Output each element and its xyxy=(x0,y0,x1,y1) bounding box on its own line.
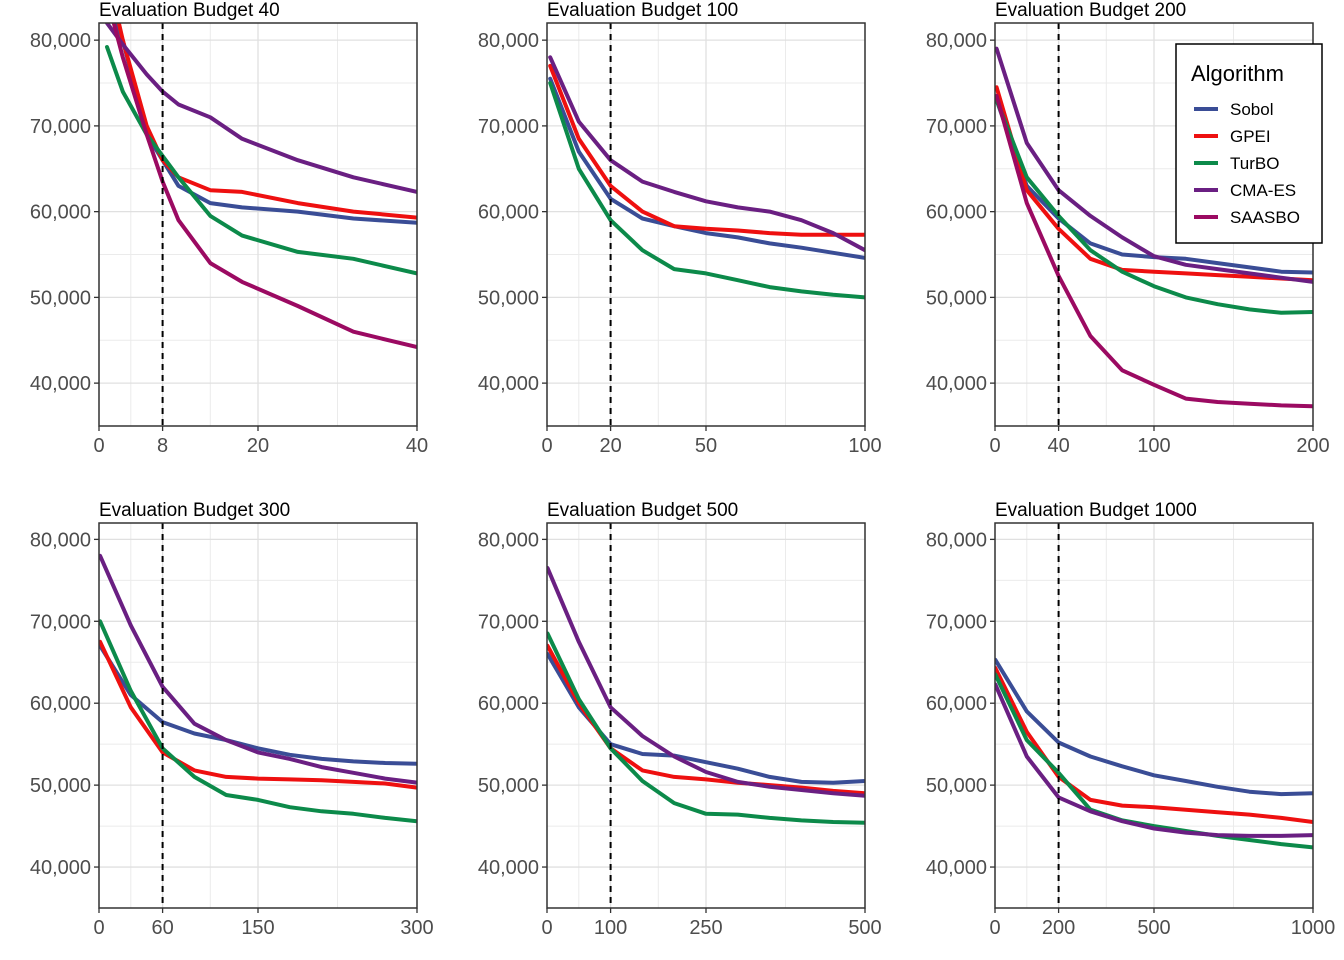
x-tick-label: 250 xyxy=(689,917,722,939)
legend-label: GPEI xyxy=(1230,127,1271,146)
y-tick-label: 50,000 xyxy=(926,287,987,309)
series-line-turbo xyxy=(548,81,865,300)
panel-title: Evaluation Budget 40 xyxy=(99,0,280,21)
x-tick-label: 40 xyxy=(1047,435,1069,457)
y-tick-label: 60,000 xyxy=(30,693,91,715)
y-tick-label: 40,000 xyxy=(478,373,539,395)
y-tick-label: 70,000 xyxy=(926,611,987,633)
x-tick-label: 100 xyxy=(848,435,881,457)
y-tick-label: 80,000 xyxy=(926,529,987,551)
series-line-gpei xyxy=(995,85,1313,283)
y-tick-label: 50,000 xyxy=(30,775,91,797)
y-tick-label: 50,000 xyxy=(30,287,91,309)
panel-3: 40,000 50,000 60,000 70,000 80,000 0 40 100 200 E… xyxy=(926,0,1330,457)
y-tick-label: 80,000 xyxy=(478,529,539,551)
series-line-gpei xyxy=(548,63,865,237)
y-tick-label: 60,000 xyxy=(926,693,987,715)
x-tick-label: 8 xyxy=(157,435,168,457)
y-tick-label: 50,000 xyxy=(478,287,539,309)
x-tick-label: 100 xyxy=(594,917,627,939)
x-tick-label: 50 xyxy=(695,435,717,457)
series-line-turbo xyxy=(995,98,1313,315)
x-tick-label: 300 xyxy=(400,917,433,939)
series-line-cma-es xyxy=(548,55,865,253)
legend-label: TurBO xyxy=(1230,154,1279,173)
series-line-cma-es xyxy=(995,682,1313,838)
y-tick-label: 60,000 xyxy=(478,693,539,715)
panel-title: Evaluation Budget 100 xyxy=(547,0,738,21)
series-line-sobol xyxy=(995,657,1313,797)
y-tick-label: 60,000 xyxy=(478,202,539,224)
y-tick-label: 40,000 xyxy=(30,373,91,395)
x-tick-label: 150 xyxy=(241,917,274,939)
series-line-turbo xyxy=(995,672,1313,850)
panel-4: 40,000 50,000 60,000 70,000 80,000 0 60 150 300 E… xyxy=(30,500,434,939)
series-line-sobol xyxy=(99,643,417,766)
legend-label: SAASBO xyxy=(1230,208,1300,227)
x-tick-label: 200 xyxy=(1296,435,1329,457)
legend-label: CMA-ES xyxy=(1230,181,1296,200)
legend-title: Algorithm xyxy=(1191,61,1284,86)
y-tick-label: 50,000 xyxy=(478,775,539,797)
x-tick-label: 20 xyxy=(599,435,621,457)
x-tick-label: 200 xyxy=(1042,917,1075,939)
x-tick-label: 0 xyxy=(541,917,552,939)
series-line-cma-es xyxy=(547,566,865,798)
y-tick-label: 70,000 xyxy=(478,116,539,138)
y-tick-label: 40,000 xyxy=(926,857,987,879)
panel-title: Evaluation Budget 1000 xyxy=(995,500,1197,521)
y-tick-label: 40,000 xyxy=(30,857,91,879)
y-tick-label: 40,000 xyxy=(926,373,987,395)
y-tick-label: 80,000 xyxy=(30,30,91,52)
panel-title: Evaluation Budget 200 xyxy=(995,0,1186,21)
panel-1: 40,000 50,000 60,000 70,000 80,000 0 8 20 40 Eval… xyxy=(30,0,428,457)
y-tick-label: 80,000 xyxy=(926,30,987,52)
x-tick-label: 100 xyxy=(1137,435,1170,457)
panel-2: 40,000 50,000 60,000 70,000 80,000 0 20 50 100 Ev… xyxy=(478,0,882,457)
panel-title: Evaluation Budget 300 xyxy=(99,500,290,521)
series-line-sobol xyxy=(114,23,417,225)
series-line-cma-es xyxy=(995,46,1313,284)
series-line-saasbo xyxy=(111,23,417,350)
y-tick-label: 80,000 xyxy=(478,30,539,52)
series-line-cma-es xyxy=(99,553,417,785)
panel-title: Evaluation Budget 500 xyxy=(547,500,738,521)
y-tick-label: 70,000 xyxy=(478,611,539,633)
y-tick-label: 60,000 xyxy=(926,202,987,224)
x-tick-label: 20 xyxy=(247,435,269,457)
x-tick-label: 60 xyxy=(151,917,173,939)
x-tick-label: 0 xyxy=(93,917,104,939)
legend-label: Sobol xyxy=(1230,100,1273,119)
series-line-turbo xyxy=(547,631,865,825)
x-tick-label: 1000 xyxy=(1291,917,1336,939)
series-line-sobol xyxy=(548,76,865,260)
x-tick-label: 500 xyxy=(848,917,881,939)
legend-box xyxy=(1175,43,1323,244)
series-line-saasbo xyxy=(995,93,1313,409)
y-tick-label: 60,000 xyxy=(30,202,91,224)
y-tick-label: 70,000 xyxy=(30,116,91,138)
y-tick-label: 40,000 xyxy=(478,857,539,879)
y-tick-label: 50,000 xyxy=(926,775,987,797)
series-line-turbo xyxy=(99,619,417,824)
series-line-cma-es xyxy=(105,23,417,194)
y-tick-label: 70,000 xyxy=(926,116,987,138)
y-tick-label: 70,000 xyxy=(30,611,91,633)
x-tick-label: 0 xyxy=(93,435,104,457)
series-line-gpei xyxy=(116,23,417,220)
series-line-turbo xyxy=(105,45,417,276)
x-tick-label: 500 xyxy=(1137,917,1170,939)
y-tick-label: 80,000 xyxy=(30,529,91,551)
legend: Algorithm Sobol GPEI TurBO CMA-ES SAASBO xyxy=(1175,43,1323,244)
panel-5: 40,000 50,000 60,000 70,000 80,000 0 100 250 500… xyxy=(478,500,882,939)
x-tick-label: 0 xyxy=(541,435,552,457)
x-tick-label: 40 xyxy=(406,435,428,457)
panel-6: 40,000 50,000 60,000 70,000 80,000 0 200 500 100… xyxy=(926,500,1335,939)
x-tick-label: 0 xyxy=(989,435,1000,457)
series-line-gpei xyxy=(99,639,417,790)
x-tick-label: 0 xyxy=(989,917,1000,939)
